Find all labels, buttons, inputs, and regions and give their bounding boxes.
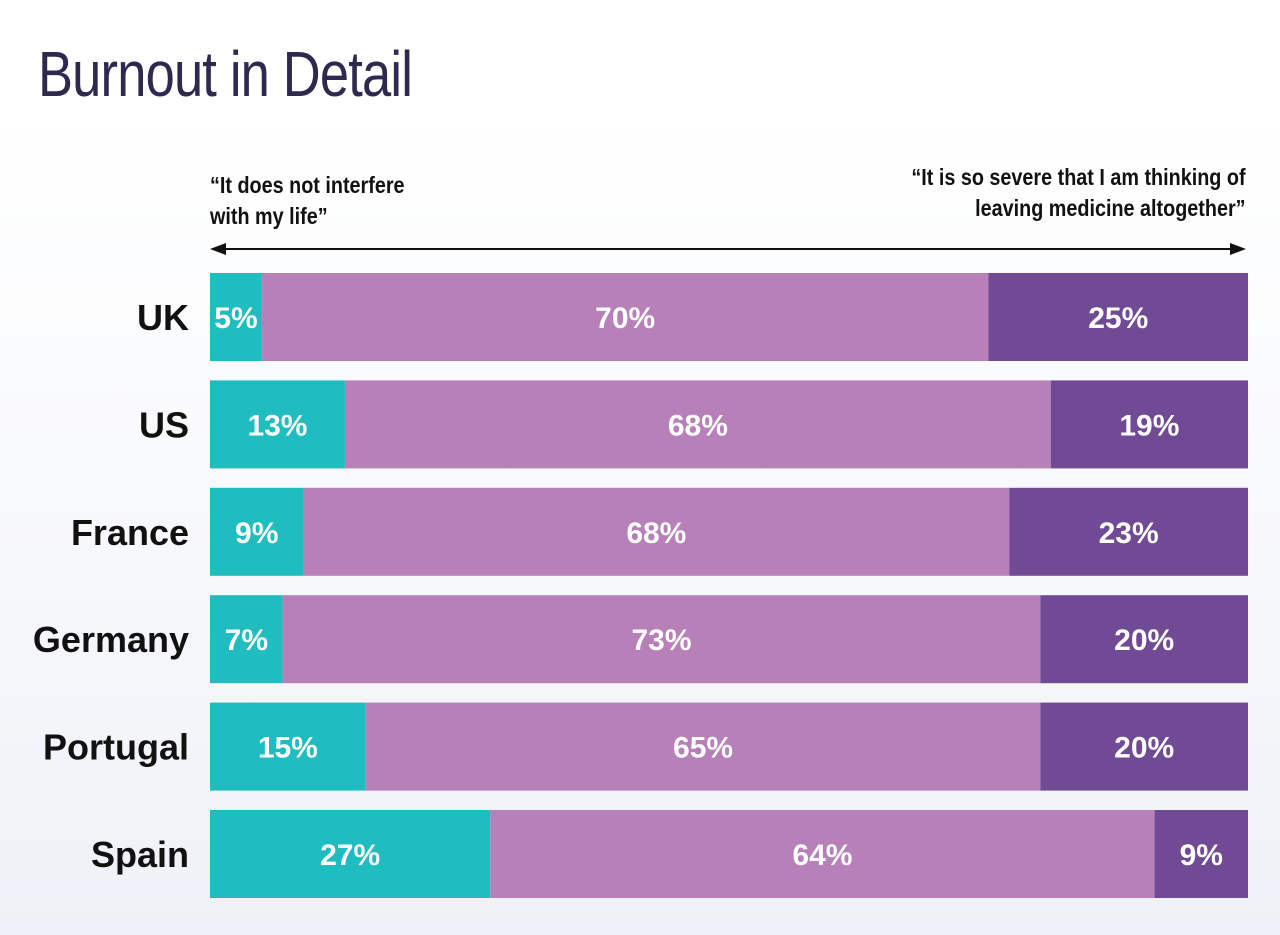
data-label-uk-2: 70% xyxy=(595,302,655,335)
bar-segment-spain-3 xyxy=(1154,810,1248,898)
bar-segment-france-1 xyxy=(210,487,304,576)
scale-arrow xyxy=(210,243,1246,255)
bar-segment-portugal-1 xyxy=(210,702,366,791)
scale-right-label-line1: “It is so severe that I am thinking of xyxy=(911,164,1246,190)
bar-segment-uk-1 xyxy=(210,273,262,361)
bars-group: UK 5% 70% 25% US 13% 68% 19% France 9% 68% 23% Germa… xyxy=(33,273,1248,898)
data-label-germany-2: 73% xyxy=(632,624,692,657)
bar-segment-portugal-2 xyxy=(365,702,1041,791)
data-label-uk-1: 5% xyxy=(214,302,257,335)
data-label-us-3: 19% xyxy=(1119,409,1179,442)
data-label-spain-1: 27% xyxy=(320,839,380,872)
category-label-germany: Germany xyxy=(33,619,189,660)
category-label-us: US xyxy=(139,404,189,445)
category-label-uk: UK xyxy=(137,297,189,338)
scale-right-label: “It is so severe that I am thinking of l… xyxy=(912,162,1246,224)
bar-segment-portugal-3 xyxy=(1040,702,1248,791)
bar-segment-uk-3 xyxy=(988,273,1248,361)
data-label-portugal-1: 15% xyxy=(258,732,318,765)
data-label-france-2: 68% xyxy=(626,517,686,550)
scale-arrow-right-head xyxy=(1230,243,1246,255)
bar-segment-us-1 xyxy=(210,380,345,469)
data-label-france-1: 9% xyxy=(235,517,278,550)
data-label-spain-2: 64% xyxy=(792,839,852,872)
data-label-spain-3: 9% xyxy=(1180,839,1223,872)
bar-segment-us-3 xyxy=(1050,380,1248,469)
scale-arrow-left-head xyxy=(210,243,226,255)
bar-segment-germany-3 xyxy=(1040,595,1248,684)
bar-segment-uk-2 xyxy=(261,273,989,361)
data-label-portugal-2: 65% xyxy=(673,732,733,765)
bar-segment-germany-2 xyxy=(282,595,1041,684)
category-label-portugal: Portugal xyxy=(43,727,189,768)
category-label-france: France xyxy=(71,512,189,553)
bar-segment-spain-1 xyxy=(210,810,491,898)
scale-left-label: “It does not interfere with my life” xyxy=(210,170,405,232)
scale-right-label-line2: leaving medicine altogether” xyxy=(975,195,1246,221)
scale-left-label-line1: “It does not interfere xyxy=(210,172,405,198)
bar-segment-germany-1 xyxy=(210,595,283,684)
data-label-uk-3: 25% xyxy=(1088,302,1148,335)
bar-segment-france-3 xyxy=(1009,487,1248,576)
data-label-us-2: 68% xyxy=(668,409,728,442)
data-label-portugal-3: 20% xyxy=(1114,732,1174,765)
page-title: Burnout in Detail xyxy=(38,38,413,110)
bar-segment-spain-2 xyxy=(490,810,1155,898)
data-label-us-1: 13% xyxy=(247,409,307,442)
bar-segment-france-2 xyxy=(303,487,1010,576)
category-label-spain: Spain xyxy=(91,834,189,875)
data-label-france-3: 23% xyxy=(1099,517,1159,550)
data-label-germany-3: 20% xyxy=(1114,624,1174,657)
data-label-germany-1: 7% xyxy=(225,624,268,657)
bar-segment-us-2 xyxy=(344,380,1051,469)
scale-left-label-line2: with my life” xyxy=(210,203,328,229)
